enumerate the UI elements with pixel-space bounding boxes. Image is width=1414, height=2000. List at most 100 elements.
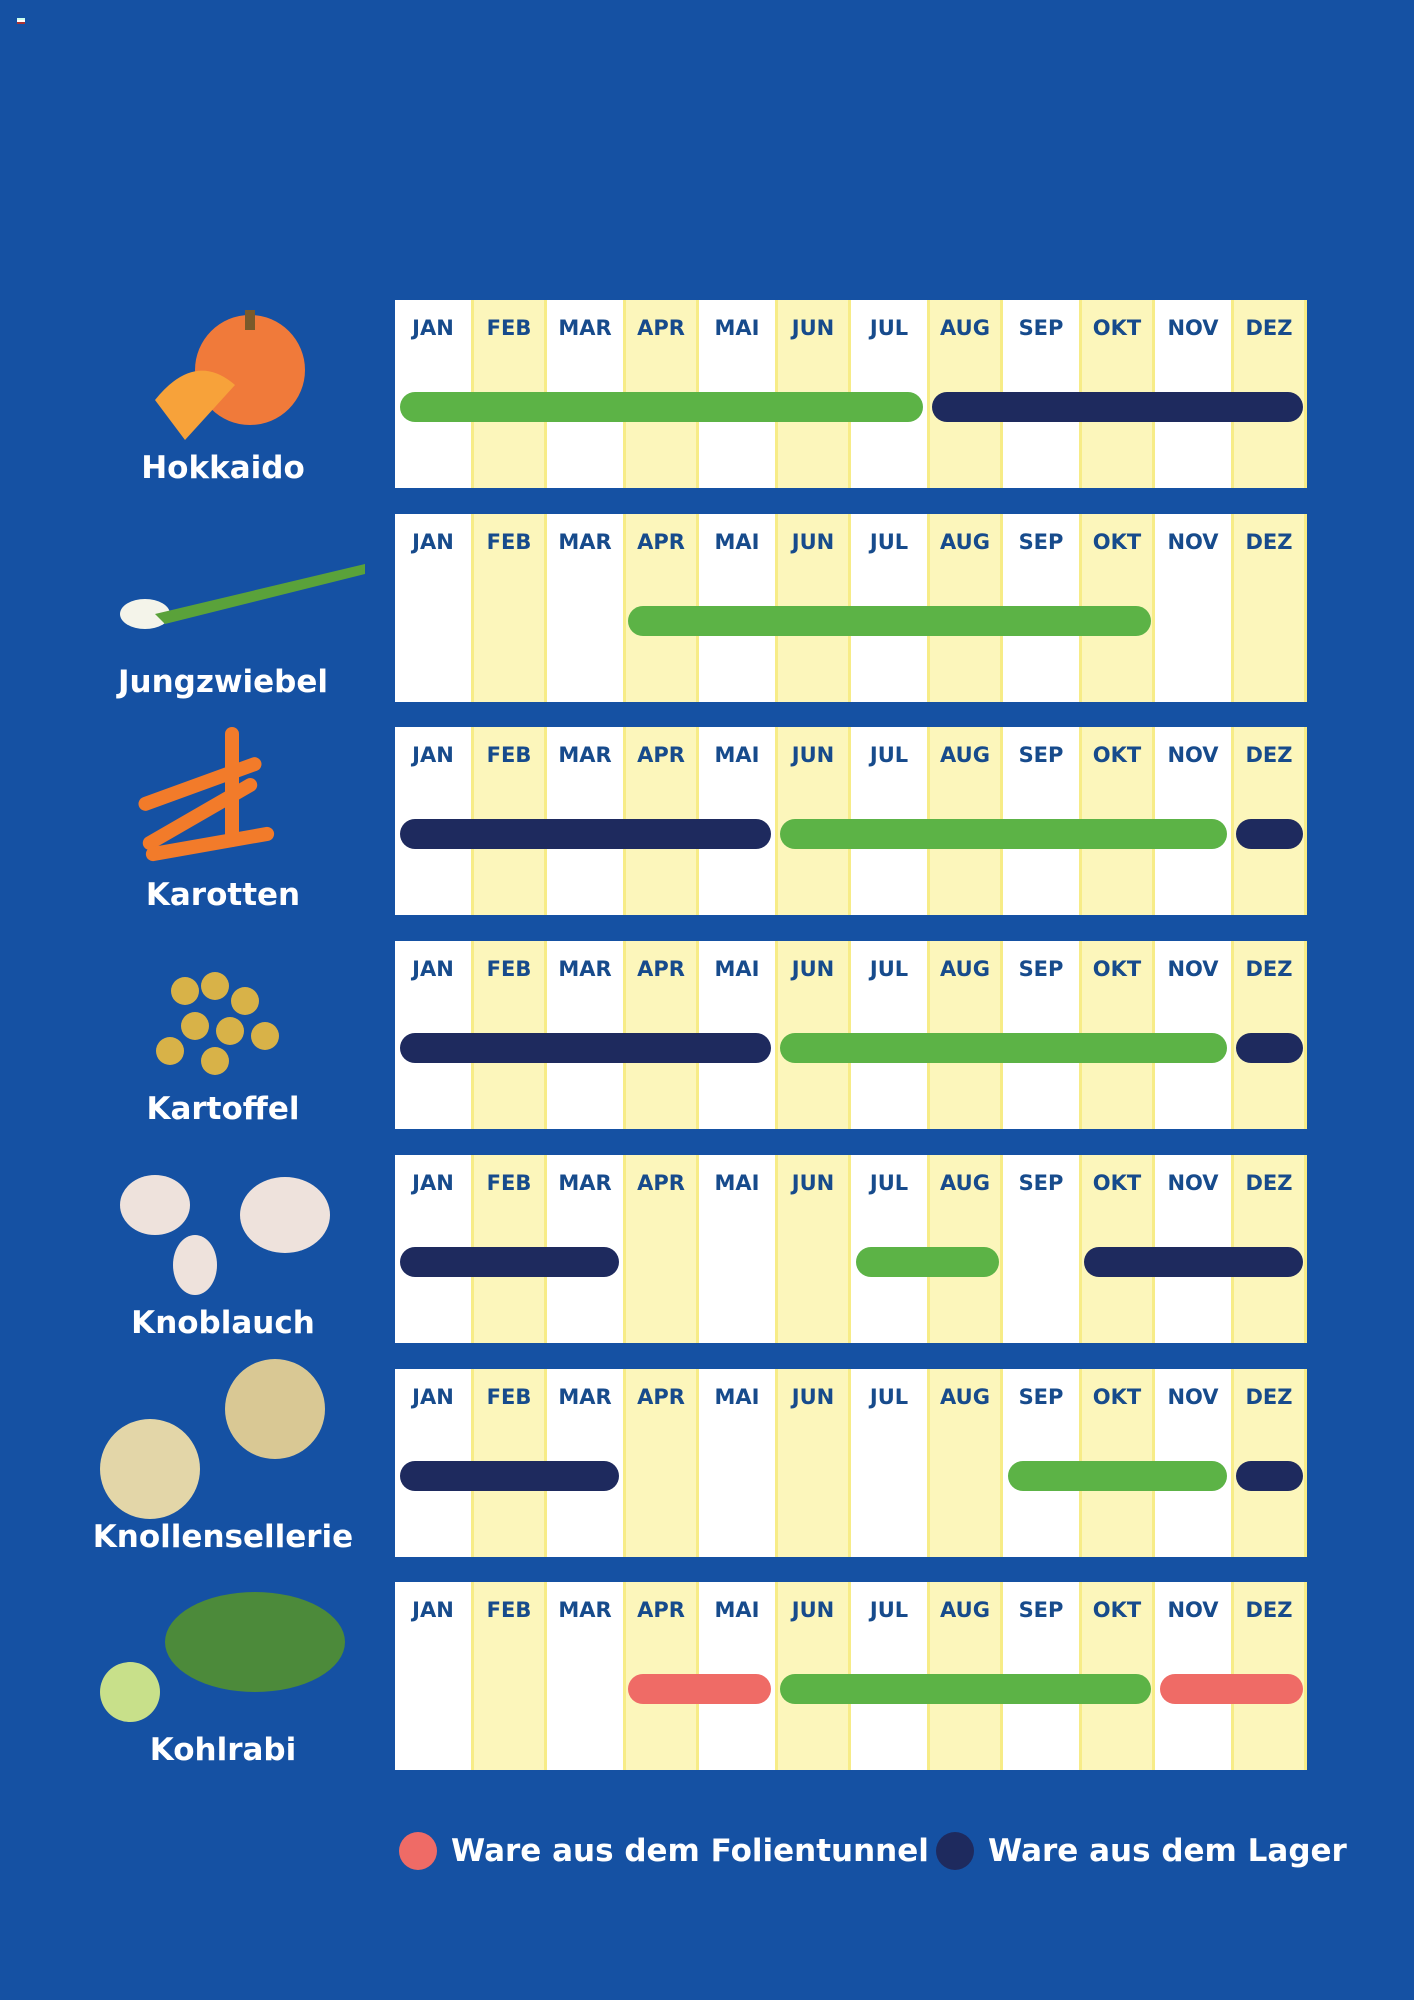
month-column: JAN: [395, 941, 471, 1129]
month-table: JAN FEB MAR APR MAI JUN JUL AUG SEP OKT NOV DEZ: [395, 727, 1307, 916]
month-label: MAI: [714, 316, 760, 340]
legend-storage-label: Ware aus dem Lager: [988, 1833, 1347, 1869]
month-label: JAN: [412, 1384, 454, 1409]
month-label: MAI: [714, 1384, 760, 1409]
month-label: JUN: [791, 1598, 835, 1623]
month-label: SEP: [1018, 1170, 1064, 1195]
month-label: JUN: [791, 1170, 835, 1195]
month-label: NOV: [1167, 1598, 1219, 1623]
month-label: MAR: [558, 529, 612, 554]
potato-icon: [156, 972, 279, 1076]
month-label: NOV: [1167, 957, 1219, 982]
vegetable-name: Hokkaido: [141, 450, 305, 486]
month-label: AUG: [940, 529, 990, 554]
month-label: SEP: [1018, 1384, 1064, 1409]
month-label: MAI: [714, 1170, 760, 1195]
month-label: SEP: [1018, 529, 1064, 554]
month-column: NOV: [1155, 1369, 1231, 1557]
storage-bar: [1236, 1460, 1303, 1491]
month-label: APR: [637, 957, 685, 982]
month-column: JUL: [851, 941, 927, 1129]
month-column: NOV: [1155, 1155, 1231, 1343]
month-column: NOV: [1155, 941, 1231, 1129]
month-column: FEB: [471, 1582, 547, 1771]
month-label: DEZ: [1245, 743, 1293, 768]
month-label: APR: [637, 1384, 685, 1409]
legend-tunnel: Ware aus dem Folientunnel: [399, 1832, 929, 1870]
month-column: SEP: [1003, 1369, 1079, 1557]
month-label: DEZ: [1245, 316, 1293, 340]
month-label: FEB: [486, 957, 532, 982]
month-column: SEP: [1003, 300, 1079, 488]
month-label: JAN: [412, 529, 454, 554]
month-label: FEB: [486, 1598, 532, 1623]
month-label: MAI: [714, 957, 760, 982]
vegetable-name: Jungzwiebel: [117, 663, 329, 700]
pumpkin-icon: [155, 310, 305, 440]
month-column: JAN: [395, 300, 471, 488]
month-column: AUG: [927, 1368, 1003, 1557]
month-column: MAI: [699, 1582, 775, 1770]
month-column: MAR: [547, 941, 623, 1129]
kohlrabi-icon: [100, 1592, 345, 1723]
month-label: NOV: [1167, 1170, 1219, 1195]
storage-bar: [400, 1246, 619, 1277]
month-label: AUG: [940, 1384, 990, 1409]
month-label: MAI: [714, 743, 760, 768]
month-label: MAR: [558, 743, 612, 768]
month-column: NOV: [1155, 727, 1231, 915]
tunnel-bar: [1160, 1674, 1303, 1705]
month-label: DEZ: [1245, 529, 1293, 554]
month-label: APR: [637, 1170, 685, 1195]
season-bar: [628, 605, 1151, 636]
month-column: JUN: [775, 1368, 851, 1557]
storage-bar: [400, 1460, 619, 1491]
storage-bar: [1236, 819, 1303, 850]
month-label: JAN: [412, 316, 454, 340]
vegetable-name: Knoblauch: [131, 1304, 315, 1341]
vegetable-row: Karotten JAN FEB MAR APR MAI JUN JUL AUG SEP OKT NO…: [0, 727, 1414, 917]
month-column: NOV: [1155, 300, 1231, 488]
vegetable-name: Knollensellerie: [92, 1518, 354, 1555]
month-label: JUN: [791, 957, 835, 982]
month-label: MAR: [558, 1170, 612, 1195]
month-column: APR: [623, 1154, 699, 1343]
month-label: JAN: [412, 743, 454, 768]
month-label: JUN: [791, 743, 835, 768]
page-marker-icon: [17, 18, 25, 24]
month-label: FEB: [486, 1384, 532, 1409]
storage-bar: [1236, 1033, 1303, 1064]
vegetable-name: Karotten: [145, 877, 301, 914]
month-label: OKT: [1092, 1170, 1142, 1195]
month-table: JAN FEB MAR APR MAI JUN JUL AUG SEP OKT NOV DEZ: [395, 300, 1307, 488]
month-label: NOV: [1167, 1384, 1219, 1409]
month-label: JUL: [869, 529, 909, 554]
month-column: JUL: [851, 727, 927, 915]
legend-tunnel-label: Ware aus dem Folientunnel: [451, 1833, 929, 1869]
vegetable-name: Kartoffel: [146, 1091, 300, 1128]
vegetable-row: Hokkaido JAN FEB MAR APR MAI JUN JUL AUG SEP OKT NO…: [0, 300, 1414, 490]
month-column: JUL: [851, 1582, 927, 1770]
vegetable-row: Knollensellerie JAN FEB MAR APR MAI JUN JUL AUG S…: [0, 1358, 1414, 1559]
month-label: SEP: [1018, 957, 1064, 982]
storage-bar: [1084, 1246, 1303, 1277]
storage-dot-icon: [936, 1832, 974, 1870]
month-label: JAN: [412, 1170, 454, 1195]
month-label: MAR: [558, 1598, 612, 1623]
month-label: JUL: [869, 1170, 909, 1195]
month-label: SEP: [1018, 743, 1064, 768]
month-column: JUL: [851, 300, 927, 488]
month-table: JAN FEB MAR APR MAI JUN JUL AUG SEP OKT NOV DEZ: [395, 1154, 1307, 1343]
month-column: SEP: [1003, 514, 1079, 702]
month-label: AUG: [940, 1170, 990, 1195]
month-column: JAN: [395, 1369, 471, 1557]
season-bar: [780, 1033, 1227, 1064]
month-label: JUN: [791, 1384, 835, 1409]
vegetable-row: Kohlrabi JAN FEB MAR APR MAI JUN JUL AUG SEP OKT NO…: [0, 1582, 1414, 1772]
season-bar: [856, 1246, 999, 1277]
month-label: JUL: [869, 743, 909, 768]
month-label: DEZ: [1245, 1598, 1293, 1623]
month-column: MAR: [547, 1582, 623, 1770]
month-label: JUL: [869, 957, 909, 982]
month-column: NOV: [1155, 514, 1231, 702]
